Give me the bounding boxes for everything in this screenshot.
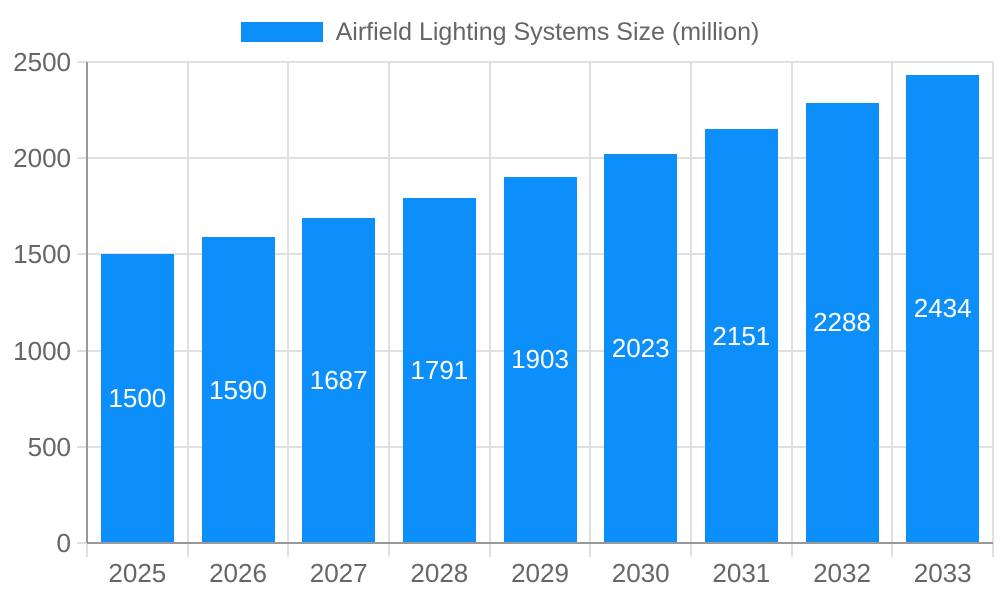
x-tick-label: 2027 (309, 558, 368, 588)
legend: Airfield Lighting Systems Size (million) (0, 17, 1000, 46)
v-gridline (992, 62, 994, 557)
v-gridline (790, 62, 793, 557)
bar-value-label: 1500 (108, 383, 167, 414)
bar-value-label: 1903 (511, 344, 569, 375)
x-tick-label: 2026 (209, 558, 267, 588)
x-tick-label: 2031 (712, 558, 771, 588)
plot-area: 1500 1590 1687 1791 1903 2023 2151 2288 2434 (77, 61, 994, 557)
bar: 1687 (302, 218, 376, 543)
legend-swatch (240, 22, 323, 42)
bar: 1791 (402, 198, 476, 543)
x-tick-label: 2033 (913, 558, 972, 588)
y-tick-label: 0 (56, 528, 71, 558)
y-tick-label: 2000 (13, 143, 71, 174)
y-tick-label: 2500 (13, 47, 71, 77)
bar-value-label: 2288 (813, 307, 871, 338)
legend-label: Airfield Lighting Systems Size (million) (335, 17, 760, 46)
bar-value-label: 2151 (712, 320, 771, 351)
bar: 1590 (201, 237, 275, 543)
y-tick-label: 1500 (13, 239, 71, 270)
bar-value-label: 1590 (209, 374, 267, 405)
y-tick-label: 1000 (13, 335, 71, 366)
y-tick-label: 500 (27, 431, 71, 462)
v-gridline (891, 62, 894, 557)
bar: 2434 (906, 74, 980, 543)
x-tick-label: 2029 (511, 558, 569, 588)
bar-value-label: 2434 (913, 293, 972, 324)
x-tick-label: 2025 (108, 558, 167, 588)
h-gridline (77, 61, 993, 63)
x-tick-label: 2030 (611, 558, 670, 588)
v-gridline (388, 62, 390, 557)
v-gridline (488, 62, 491, 557)
bar-value-label: 2023 (611, 332, 670, 363)
bar-value-label: 1687 (309, 365, 368, 396)
x-axis-line (87, 542, 993, 544)
x-tick-label: 2028 (410, 558, 469, 588)
y-axis-line (86, 62, 88, 543)
v-gridline (287, 62, 290, 557)
bar-value-label: 1791 (410, 355, 469, 386)
x-axis-labels: 2025 2026 2027 2028 2029 2030 2031 2032 2033 (87, 558, 993, 590)
v-gridline (690, 62, 692, 557)
bar: 1500 (100, 254, 174, 543)
bar: 1903 (503, 176, 577, 543)
bar: 2023 (604, 153, 678, 543)
bar: 2288 (805, 102, 879, 543)
bar: 2151 (704, 129, 778, 543)
v-gridline (589, 62, 592, 557)
v-gridline (186, 62, 189, 557)
y-axis-labels: 0 500 1000 1500 2000 2500 (0, 47, 71, 558)
h-gridline (77, 157, 993, 160)
x-tick-label: 2032 (813, 558, 871, 588)
